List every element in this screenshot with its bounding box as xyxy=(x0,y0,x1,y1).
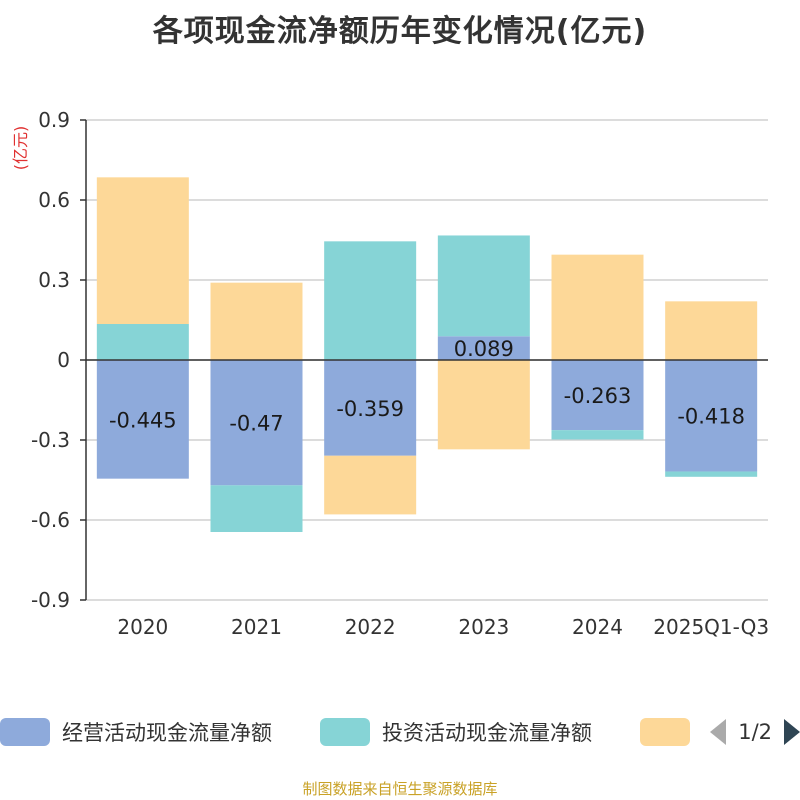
x-tick-label: 2024 xyxy=(572,615,623,639)
bar-2-2024 xyxy=(551,430,644,440)
data-label: -0.418 xyxy=(677,405,745,429)
data-label: -0.445 xyxy=(109,408,177,432)
y-tick-label: 0.3 xyxy=(38,268,70,292)
x-tick-label: 2020 xyxy=(117,615,168,639)
axes xyxy=(80,119,768,601)
bar-2-2020 xyxy=(96,324,189,360)
legend-item-investing[interactable]: 投资活动现金流量净额 xyxy=(320,712,592,752)
bar-3-2022 xyxy=(324,455,417,515)
legend-swatch-operating xyxy=(0,718,50,746)
legend-pager: 1/2 xyxy=(710,712,800,752)
bar-3-2025Q1-Q3 xyxy=(665,301,758,360)
legend-swatch-third xyxy=(640,718,690,746)
data-label: -0.47 xyxy=(229,412,283,436)
labels: 0.9 0.6 0.3 0 -0.3 -0.6 -0.9 2020 -0.445 2021 -0.4… xyxy=(11,108,769,639)
bar-3-2020 xyxy=(96,177,189,324)
source-note: 制图数据来自恒生聚源数据库 xyxy=(302,780,498,798)
legend-item-third[interactable] xyxy=(640,712,702,752)
pager-page-text: 1/2 xyxy=(738,720,772,744)
legend-label-investing: 投资活动现金流量净额 xyxy=(382,721,592,745)
x-tick-label: 2025Q1-Q3 xyxy=(653,615,769,639)
bar-1-2020 xyxy=(96,360,189,479)
data-label: 0.089 xyxy=(454,337,514,361)
y-tick-label: -0.9 xyxy=(31,588,70,612)
pager-next-icon[interactable] xyxy=(784,719,800,745)
data-label: -0.263 xyxy=(564,384,632,408)
x-tick-label: 2023 xyxy=(458,615,509,639)
legend-item-operating[interactable]: 经营活动现金流量净额 xyxy=(0,712,272,752)
bars xyxy=(96,177,758,532)
legend-swatch-investing xyxy=(320,718,370,746)
x-tick-label: 2021 xyxy=(231,615,282,639)
bar-2-2023 xyxy=(437,235,530,337)
bar-2-2025Q1-Q3 xyxy=(665,471,758,477)
pager-prev-icon[interactable] xyxy=(710,719,727,745)
legend: 经营活动现金流量净额 投资活动现金流量净额 1/2 xyxy=(0,712,800,752)
bar-2-2021 xyxy=(210,485,303,532)
y-unit-label: (亿元) xyxy=(11,126,30,171)
bar-1-2021 xyxy=(210,360,303,486)
y-tick-label: -0.3 xyxy=(31,428,70,452)
legend-label-operating: 经营活动现金流量净额 xyxy=(62,721,272,745)
y-tick-label: 0.6 xyxy=(38,188,70,212)
stacked-bar-chart: 0.9 0.6 0.3 0 -0.3 -0.6 -0.9 2020 -0.445 2021 -0.4… xyxy=(11,108,769,639)
bar-3-2023 xyxy=(437,360,530,450)
y-tick-label: -0.6 xyxy=(31,508,70,532)
x-tick-label: 2022 xyxy=(345,615,396,639)
y-tick-label: 0.9 xyxy=(38,108,70,132)
bar-1-2025Q1-Q3 xyxy=(665,360,758,472)
bar-2-2022 xyxy=(324,241,417,360)
bar-3-2021 xyxy=(210,282,303,360)
bar-3-2024 xyxy=(551,254,644,360)
y-tick-label: 0 xyxy=(57,348,70,372)
data-label: -0.359 xyxy=(336,397,404,421)
bar-1-2022 xyxy=(324,360,417,456)
bar-1-2024 xyxy=(551,360,644,431)
bar-1-2023 xyxy=(437,336,530,360)
chart-title: 各项现金流净额历年变化情况(亿元) xyxy=(152,14,648,49)
